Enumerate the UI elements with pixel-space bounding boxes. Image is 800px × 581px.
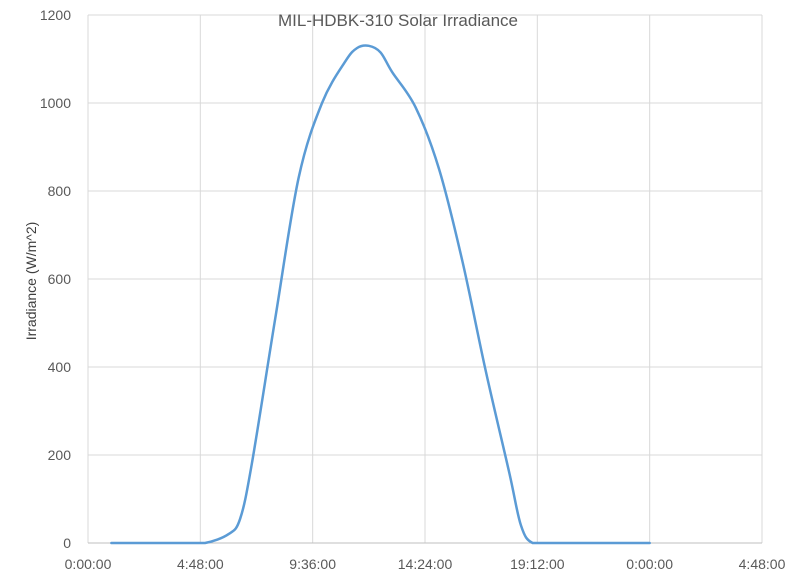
- y-tick-label: 1000: [40, 95, 71, 111]
- y-tick-label: 1200: [40, 7, 71, 23]
- x-tick-label: 14:24:00: [398, 556, 453, 572]
- series-line-irradiance: [110, 44, 651, 545]
- x-tick-label: 19:12:00: [510, 556, 565, 572]
- x-tick-labels: 0:00:00 4:48:00 9:36:00 14:24:00 19:12:00 0:0…: [65, 556, 786, 572]
- y-axis-title: Irradiance (W/m^2): [23, 222, 39, 341]
- x-tick-label: 0:00:00: [65, 556, 112, 572]
- chart-title: MIL-HDBK-310 Solar Irradiance: [278, 11, 518, 30]
- x-tick-label: 4:48:00: [177, 556, 224, 572]
- y-tick-labels: 0 200 400 600 800 1000 1200: [40, 7, 71, 551]
- x-tick-label: 0:00:00: [626, 556, 673, 572]
- x-tick-label: 9:36:00: [289, 556, 336, 572]
- y-tick-label: 800: [48, 183, 72, 199]
- series-layer: [110, 44, 651, 545]
- y-tick-label: 200: [48, 447, 72, 463]
- y-tick-label: 0: [63, 535, 71, 551]
- x-tick-label: 4:48:00: [739, 556, 786, 572]
- y-tick-label: 600: [48, 271, 72, 287]
- gridlines: [87, 14, 763, 543]
- y-tick-label: 400: [48, 359, 72, 375]
